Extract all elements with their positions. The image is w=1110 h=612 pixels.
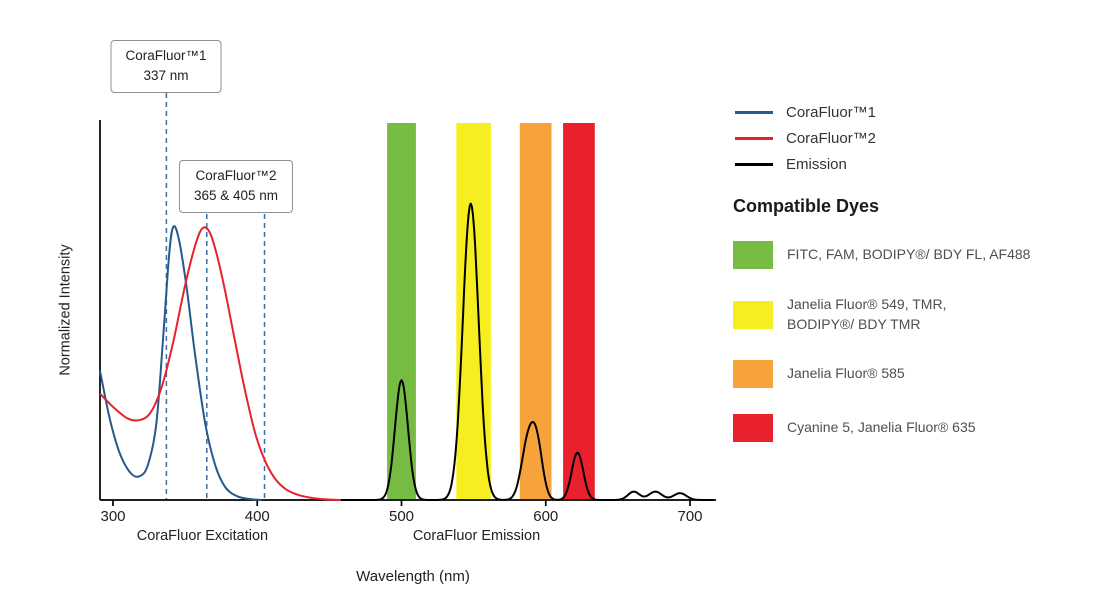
annotation-corafluor1-name: CoraFluor™1 bbox=[125, 48, 207, 63]
dye-item-orange: Janelia Fluor® 585 bbox=[733, 360, 1105, 389]
dye-label-yellow: Janelia Fluor® 549, TMR, BODIPY®/ BDY TMR bbox=[787, 295, 946, 334]
legend-item-emission: Emission bbox=[735, 156, 876, 173]
dye-label-line: Janelia Fluor® 549, TMR, bbox=[787, 296, 947, 312]
legend: CoraFluor™1 CoraFluor™2 Emission bbox=[735, 104, 876, 173]
dye-label-line: BODIPY®/ BDY TMR bbox=[787, 315, 921, 332]
annotation-corafluor2-wavelength: 365 & 405 nm bbox=[193, 188, 279, 204]
x-tick-label-400: 400 bbox=[244, 508, 270, 525]
dye-swatch-yellow bbox=[733, 300, 773, 329]
legend-item-corafluor1: CoraFluor™1 bbox=[735, 104, 876, 121]
legend-item-corafluor2: CoraFluor™2 bbox=[735, 130, 876, 147]
legend-line-swatch-emission bbox=[735, 163, 773, 166]
legend-line-swatch-corafluor2 bbox=[735, 137, 773, 140]
x-tick-label-600: 600 bbox=[533, 508, 559, 525]
x-axis-label: Wavelength (nm) bbox=[356, 568, 470, 585]
annotation-corafluor2-name: CoraFluor™2 bbox=[195, 168, 277, 183]
dye-item-red: Cyanine 5, Janelia Fluor® 635 bbox=[733, 414, 1105, 443]
emission-region-label: CoraFluor Emission bbox=[412, 528, 541, 544]
filter-band-red bbox=[563, 123, 595, 499]
series-corafluor1 bbox=[99, 225, 262, 501]
dye-label-line: Janelia Fluor® 585 bbox=[787, 365, 905, 382]
series-emission bbox=[340, 202, 714, 501]
dye-item-yellow: Janelia Fluor® 549, TMR, BODIPY®/ BDY TMR bbox=[733, 295, 1105, 334]
dye-item-green: FITC, FAM, BODIPY®/ BDY FL, AF488 bbox=[733, 241, 1105, 269]
legend-label-corafluor2: CoraFluor™2 bbox=[786, 130, 877, 147]
annotation-corafluor1: CoraFluor™1 337 nm bbox=[110, 40, 222, 93]
series-corafluor2 bbox=[99, 226, 341, 501]
excitation-region-label: CoraFluor Excitation bbox=[136, 528, 269, 544]
dye-label-red: Cyanine 5, Janelia Fluor® 635 bbox=[787, 418, 976, 438]
x-tick-label-500: 500 bbox=[388, 508, 415, 525]
x-tick-label-700: 700 bbox=[677, 508, 703, 525]
filter-band-orange bbox=[519, 123, 552, 499]
y-axis-label: Normalized Intensity bbox=[58, 244, 75, 376]
x-tick-label-300: 300 bbox=[100, 508, 126, 525]
dye-label-green: FITC, FAM, BODIPY®/ BDY FL, AF488 bbox=[787, 245, 1030, 265]
dye-swatch-green bbox=[733, 241, 773, 269]
dye-swatch-red bbox=[733, 414, 773, 443]
legend-label-emission: Emission bbox=[786, 156, 847, 173]
annotation-corafluor2: CoraFluor™2 365 & 405 nm bbox=[178, 160, 294, 213]
annotation-corafluor1-wavelength: 337 nm bbox=[143, 68, 189, 84]
dye-label-orange: Janelia Fluor® 585 bbox=[787, 364, 905, 384]
legend-line-swatch-corafluor1 bbox=[735, 111, 773, 114]
spectra-plot bbox=[99, 84, 716, 506]
dye-list: FITC, FAM, BODIPY®/ BDY FL, AF488 Janelia… bbox=[733, 241, 1105, 443]
legend-label-corafluor1: CoraFluor™1 bbox=[786, 104, 877, 121]
compatible-dyes-panel: Compatible Dyes FITC, FAM, BODIPY®/ BDY … bbox=[733, 196, 1105, 468]
filter-band-green bbox=[387, 123, 416, 499]
y-axis-label-wrap: Normalized Intensity bbox=[52, 120, 80, 500]
compatible-dyes-title: Compatible Dyes bbox=[733, 196, 880, 216]
dye-swatch-orange bbox=[733, 360, 773, 389]
dye-label-line: FITC, FAM, BODIPY®/ BDY FL, AF488 bbox=[787, 246, 1031, 263]
dye-label-line: Cyanine 5, Janelia Fluor® 635 bbox=[787, 419, 976, 436]
